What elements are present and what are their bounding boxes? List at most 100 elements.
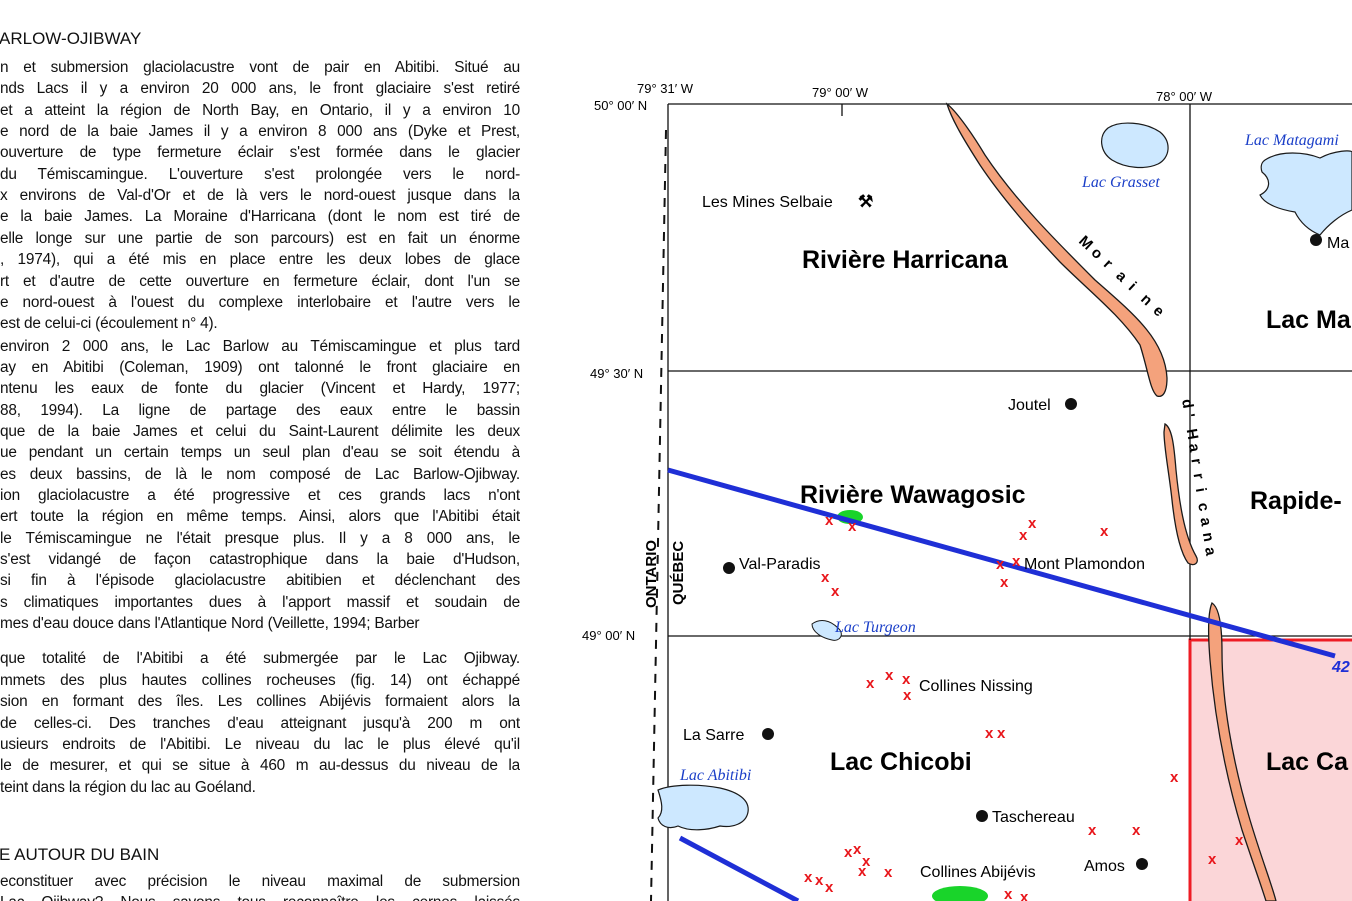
region-riviere-wawagosic: Rivière Wawagosic bbox=[800, 481, 1026, 509]
harricana-label-letter: ' bbox=[1180, 413, 1197, 419]
paragraph-line: x environs de Val-d'Or et de là vers le … bbox=[0, 187, 520, 205]
sample-marker: x bbox=[885, 667, 894, 684]
paragraph-line: s climatiques importantes dues à l'appor… bbox=[0, 593, 520, 611]
harricana-label-letter: r bbox=[1190, 472, 1208, 481]
mine-symbol-icon: ⚒ bbox=[858, 192, 873, 211]
section-heading-barlow-ojibway: ARLOW-OJIBWAY bbox=[0, 29, 142, 48]
sample-marker: x bbox=[1208, 851, 1217, 868]
town-dot-ma bbox=[1310, 234, 1322, 246]
ontario-quebec-border bbox=[650, 129, 667, 901]
paragraph-line: du Témiscamingue. L'ouverture s'est prol… bbox=[0, 165, 520, 183]
place-amos: Amos bbox=[1084, 858, 1125, 875]
place-mont-plamondon: Mont Plamondon bbox=[1024, 556, 1145, 573]
region-lac-ma: Lac Ma bbox=[1266, 306, 1352, 334]
harricana-label-letter: a bbox=[1185, 442, 1203, 454]
sample-marker: x bbox=[853, 841, 862, 858]
paragraph-line: n et submersion glaciolacustre vont de p… bbox=[0, 59, 520, 76]
place-val-paradis: Val-Paradis bbox=[739, 556, 821, 573]
paragraph-line: ert toute la région en même temps. Ainsi… bbox=[0, 508, 520, 526]
green-patch-abijevis bbox=[932, 886, 988, 901]
paragraph-line: mmets des plus hautes collines rocheuses… bbox=[0, 671, 520, 689]
paragraph-line: rt et d'autre de cette ouverture en ferm… bbox=[0, 272, 520, 290]
sample-marker: x bbox=[866, 675, 875, 692]
place-les-mines-selbaie: Les Mines Selbaie bbox=[702, 194, 833, 211]
sample-marker: x bbox=[1235, 832, 1244, 849]
moraine-label-letter: a bbox=[1112, 267, 1130, 286]
sample-marker: x bbox=[1100, 523, 1109, 540]
label-lat-4930: 49° 30′ N bbox=[590, 366, 643, 381]
paragraph-line: econstituer avec précision le niveau max… bbox=[0, 873, 520, 890]
paragraph-line: , 1974), qui a été mis en place entre le… bbox=[0, 251, 520, 269]
moraine-label-letter: i bbox=[1125, 279, 1140, 294]
paragraph-line: e nord de la baie James il y a environ 8… bbox=[0, 123, 520, 141]
harricana-moraine-label: d'Harricana bbox=[1178, 398, 1219, 558]
town-dot-joutel bbox=[1065, 398, 1077, 410]
place-joutel: Joutel bbox=[1008, 397, 1051, 414]
sample-marker: x bbox=[825, 512, 834, 529]
map-figure: 79° 31′ W 79° 00′ W 78° 00′ W 50° 00′ N … bbox=[560, 0, 1352, 901]
town-dot-taschereau bbox=[976, 810, 988, 822]
harricana-label-letter: a bbox=[1201, 546, 1219, 558]
sample-marker: x bbox=[831, 583, 840, 600]
place-taschereau: Taschereau bbox=[992, 809, 1075, 826]
sample-marker: x bbox=[804, 869, 813, 886]
sample-marker: x bbox=[821, 569, 830, 586]
sample-marker: x bbox=[1088, 822, 1097, 839]
paragraph-line: et a atteint la région de North Bay, en … bbox=[0, 101, 520, 119]
paragraph-line: sion en formant des îles. Les collines A… bbox=[0, 693, 520, 711]
label-lac-turgeon: Lac Turgeon bbox=[834, 619, 916, 636]
moraine-label-letter: r bbox=[1100, 256, 1116, 273]
paragraph-line: ion glaciolacustre a été progressive et … bbox=[0, 487, 520, 504]
label-lac-matagami: Lac Matagami bbox=[1244, 132, 1339, 149]
region-lac-chicobi: Lac Chicobi bbox=[830, 748, 972, 776]
paragraph-line: es deux bassins, de là le nom composé de… bbox=[0, 465, 520, 483]
moraine-lower-segment bbox=[1208, 602, 1277, 901]
abitibi-map: 79° 31′ W 79° 00′ W 78° 00′ W 50° 00′ N … bbox=[582, 81, 1352, 901]
town-dot-la-sarre bbox=[762, 728, 774, 740]
paragraph-line: que de la baie James et celui du Saint-L… bbox=[0, 422, 520, 440]
label-lat-4900: 49° 00′ N bbox=[582, 628, 635, 643]
sample-marker: x bbox=[848, 518, 857, 535]
paragraph-line: est de celui-ci (écoulement n° 4). bbox=[0, 315, 218, 333]
paragraph-line: elle longe sur une partie de son parcour… bbox=[0, 229, 520, 247]
harricana-label-letter: n bbox=[1199, 531, 1217, 543]
sample-marker: x bbox=[902, 671, 911, 688]
lac-abitibi-shape bbox=[657, 784, 749, 831]
sample-marker: x bbox=[862, 853, 871, 870]
place-la-sarre: La Sarre bbox=[683, 727, 744, 744]
harricana-label-letter: r bbox=[1187, 457, 1205, 466]
place-ma: Ma bbox=[1327, 235, 1349, 252]
sample-marker: x bbox=[1028, 515, 1037, 532]
label-quebec: QUÉBEC bbox=[670, 541, 687, 605]
moraine-label-letter: n bbox=[1137, 290, 1155, 309]
paragraph-line: ntenu les eaux de fonte du glacier (Vinc… bbox=[0, 380, 520, 398]
label-lon-7900: 79° 00′ W bbox=[812, 85, 869, 100]
sample-marker: x bbox=[1000, 574, 1009, 591]
lac-matagami-shape bbox=[1259, 150, 1352, 236]
place-collines-nissing: Collines Nissing bbox=[919, 678, 1033, 695]
paragraph-line: Lac Ojibway? Nous savons tous reconnaîtr… bbox=[0, 892, 520, 901]
label-lac-abitibi: Lac Abitibi bbox=[679, 767, 751, 784]
sample-marker: x bbox=[1019, 527, 1028, 544]
paragraph-line: nds Lacs il y a environ 20 000 ans, le f… bbox=[0, 80, 520, 98]
flow-line-label: 42 bbox=[1331, 659, 1350, 676]
town-dot-amos bbox=[1136, 858, 1148, 870]
moraine-label-letter: e bbox=[1150, 302, 1168, 320]
region-rapide: Rapide- bbox=[1250, 487, 1342, 515]
paragraph-line: ay en Abitibi (Coleman, 1909) ont talonn… bbox=[0, 358, 520, 376]
region-riviere-harricana: Rivière Harricana bbox=[802, 246, 1009, 274]
sample-marker: x bbox=[858, 863, 867, 880]
harricana-label-letter: i bbox=[1192, 487, 1209, 494]
sample-marker: x bbox=[985, 725, 994, 742]
sample-marker: x bbox=[884, 864, 893, 881]
harricana-label-letter: H bbox=[1183, 427, 1202, 441]
sample-marker: x bbox=[1170, 769, 1179, 786]
sample-marker: x bbox=[844, 844, 853, 861]
label-ontario: ONTARIO bbox=[643, 540, 660, 608]
paragraph-line: s'est vidangé de façon catastrophique da… bbox=[0, 551, 520, 569]
paragraph-line: que totalité de l'Abitibi a été submergé… bbox=[0, 650, 520, 668]
article-text-column: ARLOW-OJIBWAY n et submersion glaciolacu… bbox=[0, 0, 525, 901]
sample-marker: x bbox=[1020, 889, 1029, 901]
place-collines-abijevis: Collines Abijévis bbox=[920, 864, 1036, 881]
